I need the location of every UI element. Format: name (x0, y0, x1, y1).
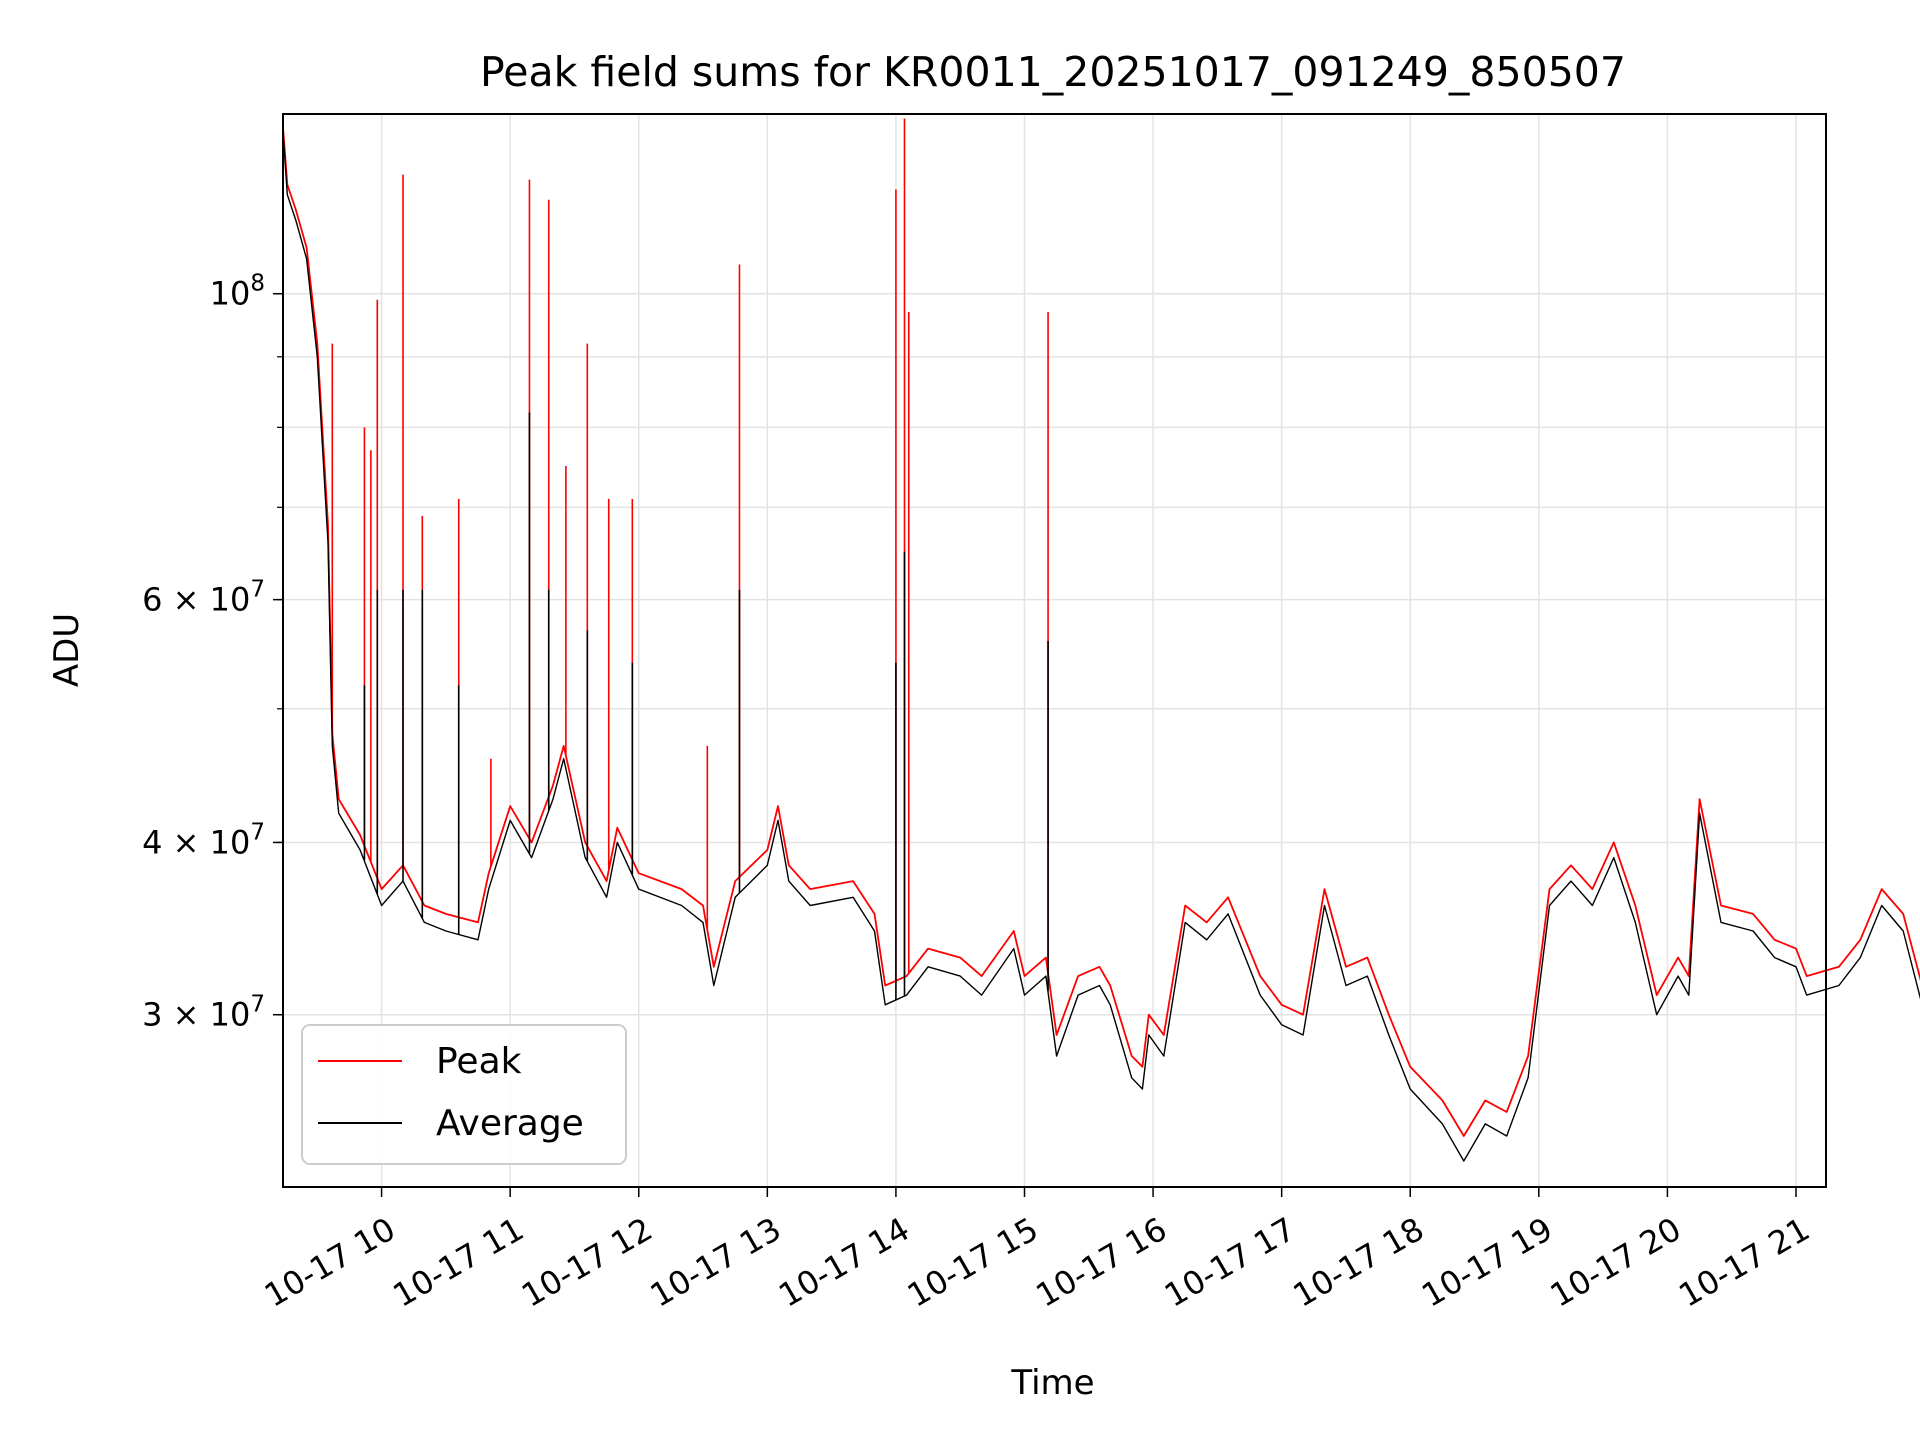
y-axis-title: ADU (47, 613, 87, 687)
x-axis-title: Time (1010, 1363, 1094, 1403)
legend-average-label: Average (436, 1103, 584, 1144)
y-tick-label: 6 × 107 (142, 577, 265, 619)
chart-title: Peak field sums for KR0011_20251017_0912… (480, 48, 1626, 96)
legend-peak-label: Peak (436, 1041, 522, 1082)
series-line-peak (282, 127, 1920, 1137)
series-layer (282, 118, 1920, 1162)
legend-box (301, 1024, 627, 1165)
series-line-average (282, 131, 1920, 1162)
legend: Peak Average (301, 1024, 627, 1165)
plot-frame (282, 113, 1827, 1188)
y-tick-label: 3 × 107 (142, 992, 265, 1034)
y-tick-label: 4 × 107 (142, 819, 265, 861)
y-tick-label: 108 (210, 271, 265, 313)
y-axis: 3 × 107 4 × 107 6 × 107 108 (142, 271, 283, 1034)
